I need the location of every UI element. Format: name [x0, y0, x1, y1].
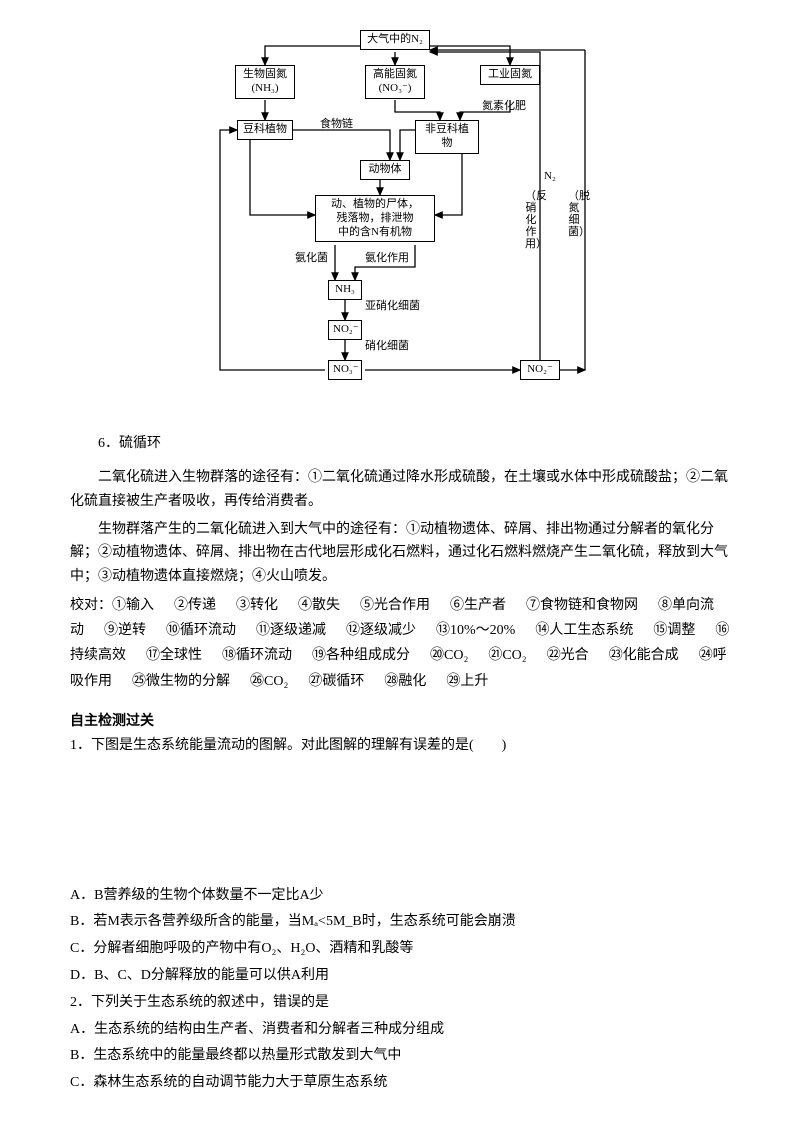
remains-l3: 中的含N有机物	[338, 226, 412, 238]
label-ammon-bact: 氨化菌	[295, 252, 328, 264]
q2-options: A．生态系统的结构由生产者、消费者和分解者三种成分组成B．生态系统中的能量最终都…	[70, 1018, 730, 1095]
label-nitros: 亚硝化细菌	[365, 300, 420, 312]
paragraph-sulfur-in: 二氧化硫进入生物群落的途径有：①二氧化硫通过降水形成硫酸，在土壤或水体中形成硫酸…	[70, 466, 730, 514]
high-fix-label: 高能固氮	[373, 68, 417, 80]
q2-stem: 2．下列关于生态系统的叙述中，错误的是	[70, 991, 730, 1015]
remains-l2: 残落物，排泄物	[337, 212, 414, 224]
answer-item: ⑰全球性	[146, 648, 202, 663]
answer-item: ①输入	[112, 598, 154, 613]
node-atmos-n2: 大气中的N₂	[360, 30, 430, 50]
answer-item: ⑥生产者	[450, 598, 506, 613]
answer-item: ③转化	[236, 598, 278, 613]
answer-item: ㉘融化	[384, 674, 426, 689]
label-ammon-act: 氨化作用	[365, 252, 409, 264]
node-legume: 豆科植物	[237, 120, 293, 140]
node-high-fix: 高能固氮 (NO₃⁻)	[365, 65, 425, 99]
node-ind-fix: 工业固氮	[480, 65, 540, 85]
paragraph-sulfur-out: 生物群落产生的二氧化硫进入到大气中的途径有：①动植物遗体、碎屑、排出物通过分解者…	[70, 518, 730, 589]
answer-item: ⑦食物链和食物网	[526, 598, 638, 613]
node-no3: NO₃⁻	[328, 360, 362, 380]
answer-key-block: 校对：①输入 ②传递 ③转化 ④散失 ⑤光合作用 ⑥生产者 ⑦食物链和食物网 ⑧…	[70, 593, 730, 694]
ind-fix-sub: 氮素化肥	[482, 100, 526, 112]
q2-option: B．生态系统中的能量最终都以热量形式散发到大气中	[70, 1044, 730, 1068]
answer-item: ㉕微生物的分解	[132, 674, 230, 689]
answer-item: ⑳CO₂	[430, 648, 468, 663]
q1-option: D．B、C、D分解释放的能量可以供A利用	[70, 964, 730, 988]
node-bio-fix: 生物固氮 (NH₃)	[235, 65, 295, 99]
answer-item: ⑨逆转	[104, 623, 146, 638]
q1-option: B．若M表示各营养级所含的能量，当Mₐ<5M_B时，生态系统可能会崩溃	[70, 910, 730, 934]
node-remains: 动、植物的尸体， 残落物，排泄物 中的含N有机物	[315, 195, 435, 242]
answer-item: ㉗碳循环	[308, 674, 364, 689]
denit-proc-text: 反硝化作用	[525, 190, 547, 250]
node-no2: NO₂⁻	[328, 320, 362, 340]
answer-item: ㉓化能合成	[609, 648, 679, 663]
node-nh3: NH₃	[328, 280, 362, 300]
remains-l1: 动、植物的尸体，	[331, 198, 419, 210]
answer-item: ⑫逐级减少	[346, 623, 416, 638]
answer-item: ⑭人工生态系统	[535, 623, 633, 638]
answer-key-label: 校对：	[70, 598, 112, 613]
q1-option: C．分解者细胞呼吸的产物中有O₂、H₂O、酒精和乳酸等	[70, 937, 730, 961]
label-food-chain: 食物链	[320, 118, 353, 130]
q1-missing-figure	[70, 761, 730, 881]
q2-option: A．生态系统的结构由生产者、消费者和分解者三种成分组成	[70, 1018, 730, 1042]
node-no2-out: NO₂⁻	[520, 360, 560, 380]
node-nonlegume: 非豆科植物	[415, 120, 479, 154]
answer-items: ①输入 ②传递 ③转化 ④散失 ⑤光合作用 ⑥生产者 ⑦食物链和食物网 ⑧单向流…	[70, 598, 729, 689]
bio-fix-label: 生物固氮	[243, 68, 287, 80]
bio-fix-sub: (NH₃)	[251, 82, 278, 94]
denit-bact-text: 脱氮细菌	[568, 190, 590, 238]
answer-item: ⑤光合作用	[360, 598, 430, 613]
answer-item: ⑩循环流动	[166, 623, 236, 638]
answer-item: ④散失	[298, 598, 340, 613]
diagram-canvas: 大气中的N₂ 生物固氮 (NH₃) 高能固氮 (NO₃⁻) 工业固氮 氮素化肥 …	[190, 20, 610, 420]
self-test-heading: 自主检测过关	[70, 710, 730, 730]
q1-option: A．B营养级的生物个体数量不一定比A少	[70, 884, 730, 908]
answer-item: ㉑CO₂	[488, 648, 526, 663]
label-denit-bact: （脱氮细菌）	[568, 190, 580, 238]
answer-item: ⑪逐级递减	[256, 623, 326, 638]
answer-item: ㉙上升	[446, 674, 488, 689]
answer-item: ②传递	[174, 598, 216, 613]
high-fix-sub: (NO₃⁻)	[379, 82, 412, 94]
q1-options: A．B营养级的生物个体数量不一定比A少B．若M表示各营养级所含的能量，当Mₐ<5…	[70, 884, 730, 988]
q1-stem: 1．下图是生态系统能量流动的图解。对此图解的理解有误差的是( )	[70, 734, 730, 758]
answer-item: ⑱循环流动	[222, 648, 292, 663]
answer-item: ⑬10%～20%	[436, 623, 515, 638]
answer-item: ㉖CO₂	[250, 674, 288, 689]
answer-item: ㉒光合	[547, 648, 589, 663]
node-animal: 动物体	[360, 160, 410, 180]
label-nitrob: 硝化细菌	[365, 340, 409, 352]
label-denit-process: （反硝化作用）	[525, 190, 537, 250]
label-n2-small: N₂	[544, 170, 556, 182]
q2-option: C．森林生态系统的自动调节能力大于草原生态系统	[70, 1071, 730, 1095]
section-6-heading: 6．硫循环	[70, 432, 730, 452]
answer-item: ⑮调整	[653, 623, 695, 638]
page-root: 大气中的N₂ 生物固氮 (NH₃) 高能固氮 (NO₃⁻) 工业固氮 氮素化肥 …	[0, 0, 800, 1138]
nitrogen-cycle-diagram: 大气中的N₂ 生物固氮 (NH₃) 高能固氮 (NO₃⁻) 工业固氮 氮素化肥 …	[190, 20, 610, 420]
answer-item: ⑲各种组成成分	[312, 648, 410, 663]
ind-fix-label: 工业固氮	[488, 68, 532, 80]
